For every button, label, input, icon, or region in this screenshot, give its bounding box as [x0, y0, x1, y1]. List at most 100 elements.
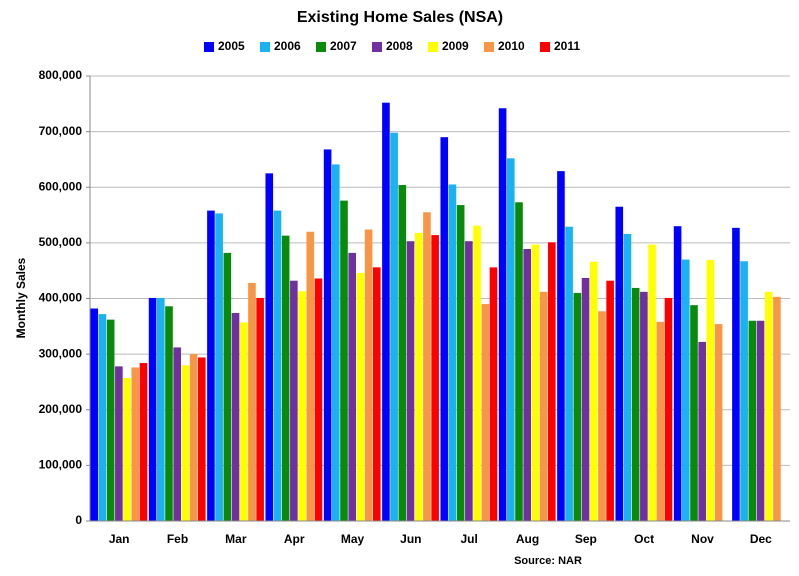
bar	[265, 173, 274, 521]
bar	[157, 297, 165, 521]
bar	[557, 171, 565, 521]
bar	[256, 297, 264, 521]
bar	[489, 267, 498, 521]
bar	[573, 292, 582, 521]
bar	[714, 324, 723, 521]
x-tick-label: Jul	[460, 532, 477, 546]
bar	[364, 229, 373, 521]
x-tick-label: Aug	[516, 532, 539, 546]
bar	[498, 108, 507, 521]
bar	[215, 213, 223, 522]
bar	[456, 205, 465, 522]
bar	[465, 241, 473, 522]
bar	[323, 149, 332, 522]
bar	[589, 261, 598, 521]
chart-title: Existing Home Sales (NSA)	[297, 9, 503, 26]
y-tick-label: 300,000	[39, 346, 83, 360]
bar	[406, 241, 415, 522]
bar	[581, 277, 590, 521]
bar	[373, 267, 381, 521]
y-tick-label: 0	[75, 513, 82, 527]
legend-swatch	[428, 42, 438, 52]
bar	[507, 158, 515, 521]
source-note: Source: NAR	[514, 555, 582, 567]
bar	[165, 306, 173, 521]
bar	[481, 304, 490, 521]
bar	[231, 312, 240, 521]
bar	[148, 297, 157, 521]
bar	[332, 164, 340, 521]
y-tick-label: 500,000	[39, 235, 83, 249]
y-tick-label: 700,000	[39, 124, 83, 138]
bar	[656, 321, 665, 521]
bar	[673, 226, 682, 521]
bar	[382, 102, 390, 521]
x-tick-label: Sep	[575, 532, 597, 546]
x-tick-label: Jun	[400, 532, 421, 546]
legend-label: 2011	[554, 39, 580, 53]
bar	[115, 366, 123, 521]
bar	[90, 308, 99, 521]
y-tick-label: 200,000	[39, 402, 83, 416]
x-tick-label: Nov	[691, 532, 714, 546]
y-tick-label: 800,000	[39, 68, 83, 82]
bar	[189, 354, 198, 521]
legend-swatch	[204, 42, 214, 52]
bar	[631, 287, 640, 521]
x-tick-label: Jan	[109, 532, 130, 546]
y-tick-label: 100,000	[39, 458, 83, 472]
y-tick-label: 600,000	[39, 179, 83, 193]
bar	[565, 226, 573, 521]
bar	[764, 291, 773, 521]
bar	[356, 272, 365, 521]
legend-label: 2010	[498, 39, 525, 53]
x-tick-label: Apr	[284, 532, 305, 546]
bar	[314, 278, 323, 521]
bar	[448, 184, 457, 521]
bar	[431, 235, 439, 521]
bar	[98, 314, 107, 521]
bar	[648, 244, 656, 521]
bar	[414, 232, 423, 522]
legend-swatch	[260, 42, 270, 52]
bar	[473, 225, 481, 521]
bar	[281, 235, 290, 522]
bar	[732, 227, 740, 521]
bar	[248, 282, 256, 521]
bar	[523, 248, 531, 521]
bar	[181, 365, 190, 521]
legend-label: 2009	[442, 39, 469, 53]
legend-label: 2008	[386, 39, 413, 53]
bar	[123, 378, 131, 521]
bar	[623, 233, 632, 521]
bar	[748, 320, 757, 521]
bar	[390, 132, 398, 522]
bar	[340, 200, 348, 521]
x-tick-label: Mar	[225, 532, 247, 546]
bar	[440, 137, 449, 521]
bar	[131, 367, 140, 521]
bar	[348, 252, 356, 521]
bar	[548, 242, 556, 521]
bar	[298, 291, 306, 521]
legend-swatch	[372, 42, 382, 52]
legend-label: 2007	[330, 39, 357, 53]
y-tick-label: 400,000	[39, 291, 83, 305]
x-tick-label: Dec	[750, 532, 772, 546]
bar	[615, 206, 624, 521]
bar	[531, 244, 540, 521]
bar	[773, 296, 781, 521]
bar	[398, 185, 407, 521]
bar	[664, 297, 673, 521]
x-tick-label: Oct	[634, 532, 654, 546]
x-tick-label: Feb	[167, 532, 188, 546]
legend-swatch	[484, 42, 494, 52]
bar	[690, 305, 698, 521]
bar	[682, 259, 690, 521]
bar	[640, 291, 648, 521]
bar	[423, 212, 431, 521]
bar	[706, 260, 715, 521]
bar	[173, 347, 181, 521]
bar	[290, 280, 298, 521]
